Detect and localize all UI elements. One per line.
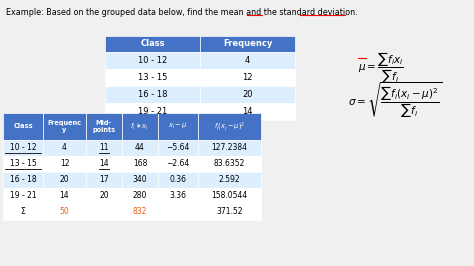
Bar bbox=[158, 188, 198, 204]
Text: $f_i(x_i - \mu)^2$: $f_i(x_i - \mu)^2$ bbox=[214, 120, 245, 133]
Bar bbox=[3, 140, 43, 156]
Text: 2.592: 2.592 bbox=[219, 176, 240, 185]
Text: 12: 12 bbox=[242, 73, 253, 82]
Bar bbox=[86, 113, 122, 140]
Text: Class: Class bbox=[140, 39, 165, 48]
Bar bbox=[200, 103, 295, 120]
Bar bbox=[122, 204, 158, 220]
Bar bbox=[3, 188, 43, 204]
Text: Frequenc
y: Frequenc y bbox=[47, 120, 82, 133]
Text: 13 - 15: 13 - 15 bbox=[138, 73, 167, 82]
Bar bbox=[122, 156, 158, 172]
Bar bbox=[122, 188, 158, 204]
Text: 10 - 12: 10 - 12 bbox=[138, 56, 167, 65]
Text: 10 - 12: 10 - 12 bbox=[9, 143, 36, 152]
Text: 158.0544: 158.0544 bbox=[211, 192, 247, 201]
Text: Frequency: Frequency bbox=[223, 39, 272, 48]
Bar bbox=[198, 156, 261, 172]
Bar bbox=[43, 113, 86, 140]
Bar bbox=[122, 113, 158, 140]
Text: $f_i \ast x_i$: $f_i \ast x_i$ bbox=[130, 121, 150, 132]
Bar bbox=[200, 69, 295, 86]
Text: 14: 14 bbox=[99, 160, 109, 168]
Bar bbox=[158, 172, 198, 188]
Bar bbox=[105, 86, 200, 103]
Bar bbox=[86, 172, 122, 188]
Text: 11: 11 bbox=[99, 143, 109, 152]
Text: 340: 340 bbox=[133, 176, 147, 185]
Bar bbox=[158, 204, 198, 220]
Bar bbox=[200, 36, 295, 52]
Bar bbox=[86, 140, 122, 156]
Text: 44: 44 bbox=[135, 143, 145, 152]
Text: Class: Class bbox=[13, 123, 33, 130]
Text: 13 - 15: 13 - 15 bbox=[9, 160, 36, 168]
Bar bbox=[198, 113, 261, 140]
Bar bbox=[198, 204, 261, 220]
Bar bbox=[86, 188, 122, 204]
Bar bbox=[43, 172, 86, 188]
Bar bbox=[198, 172, 261, 188]
Bar bbox=[158, 113, 198, 140]
Bar bbox=[3, 156, 43, 172]
Text: 127.2384: 127.2384 bbox=[211, 143, 247, 152]
Bar bbox=[158, 140, 198, 156]
Text: 20: 20 bbox=[60, 176, 69, 185]
Bar bbox=[86, 156, 122, 172]
Text: 19 - 21: 19 - 21 bbox=[9, 192, 36, 201]
Text: $x_i - \mu$: $x_i - \mu$ bbox=[168, 122, 188, 131]
Bar bbox=[43, 188, 86, 204]
Bar bbox=[198, 188, 261, 204]
Bar bbox=[3, 172, 43, 188]
Text: 371.52: 371.52 bbox=[216, 207, 243, 217]
Text: Example: Based on the grouped data below, find the mean and the standard deviati: Example: Based on the grouped data below… bbox=[6, 8, 357, 17]
Bar bbox=[200, 52, 295, 69]
Text: 4: 4 bbox=[245, 56, 250, 65]
Text: 832: 832 bbox=[133, 207, 147, 217]
Text: 0.36: 0.36 bbox=[170, 176, 186, 185]
Text: 14: 14 bbox=[242, 107, 253, 116]
Text: $\mu = \dfrac{\sum f_i x_i}{\sum f_i}$: $\mu = \dfrac{\sum f_i x_i}{\sum f_i}$ bbox=[358, 51, 404, 86]
Text: 16 - 18: 16 - 18 bbox=[138, 90, 167, 99]
Text: −2.64: −2.64 bbox=[166, 160, 190, 168]
Text: 12: 12 bbox=[60, 160, 69, 168]
Bar bbox=[105, 69, 200, 86]
Text: −5.64: −5.64 bbox=[166, 143, 190, 152]
Bar bbox=[105, 103, 200, 120]
Text: 20: 20 bbox=[99, 192, 109, 201]
Text: $\sigma = \sqrt{\dfrac{\sum f_i(x_i-\mu)^2}{\sum f_i}}$: $\sigma = \sqrt{\dfrac{\sum f_i(x_i-\mu)… bbox=[348, 81, 442, 121]
Bar bbox=[86, 204, 122, 220]
Bar bbox=[122, 140, 158, 156]
Bar bbox=[3, 204, 43, 220]
Bar bbox=[43, 140, 86, 156]
Text: 4: 4 bbox=[62, 143, 67, 152]
Text: 17: 17 bbox=[99, 176, 109, 185]
Text: 3.36: 3.36 bbox=[170, 192, 186, 201]
Bar bbox=[43, 156, 86, 172]
Text: 19 - 21: 19 - 21 bbox=[138, 107, 167, 116]
Text: 20: 20 bbox=[242, 90, 253, 99]
Text: Mid-
points: Mid- points bbox=[92, 120, 116, 133]
Bar bbox=[105, 36, 200, 52]
Text: 14: 14 bbox=[60, 192, 69, 201]
Bar bbox=[200, 86, 295, 103]
Text: 280: 280 bbox=[133, 192, 147, 201]
Text: Σ: Σ bbox=[20, 207, 26, 217]
Text: 50: 50 bbox=[60, 207, 69, 217]
Bar bbox=[158, 156, 198, 172]
Bar bbox=[105, 52, 200, 69]
Bar bbox=[198, 140, 261, 156]
Text: 168: 168 bbox=[133, 160, 147, 168]
Bar bbox=[3, 113, 43, 140]
Text: 16 - 18: 16 - 18 bbox=[9, 176, 36, 185]
Text: 83.6352: 83.6352 bbox=[214, 160, 245, 168]
Bar bbox=[43, 204, 86, 220]
Bar bbox=[122, 172, 158, 188]
